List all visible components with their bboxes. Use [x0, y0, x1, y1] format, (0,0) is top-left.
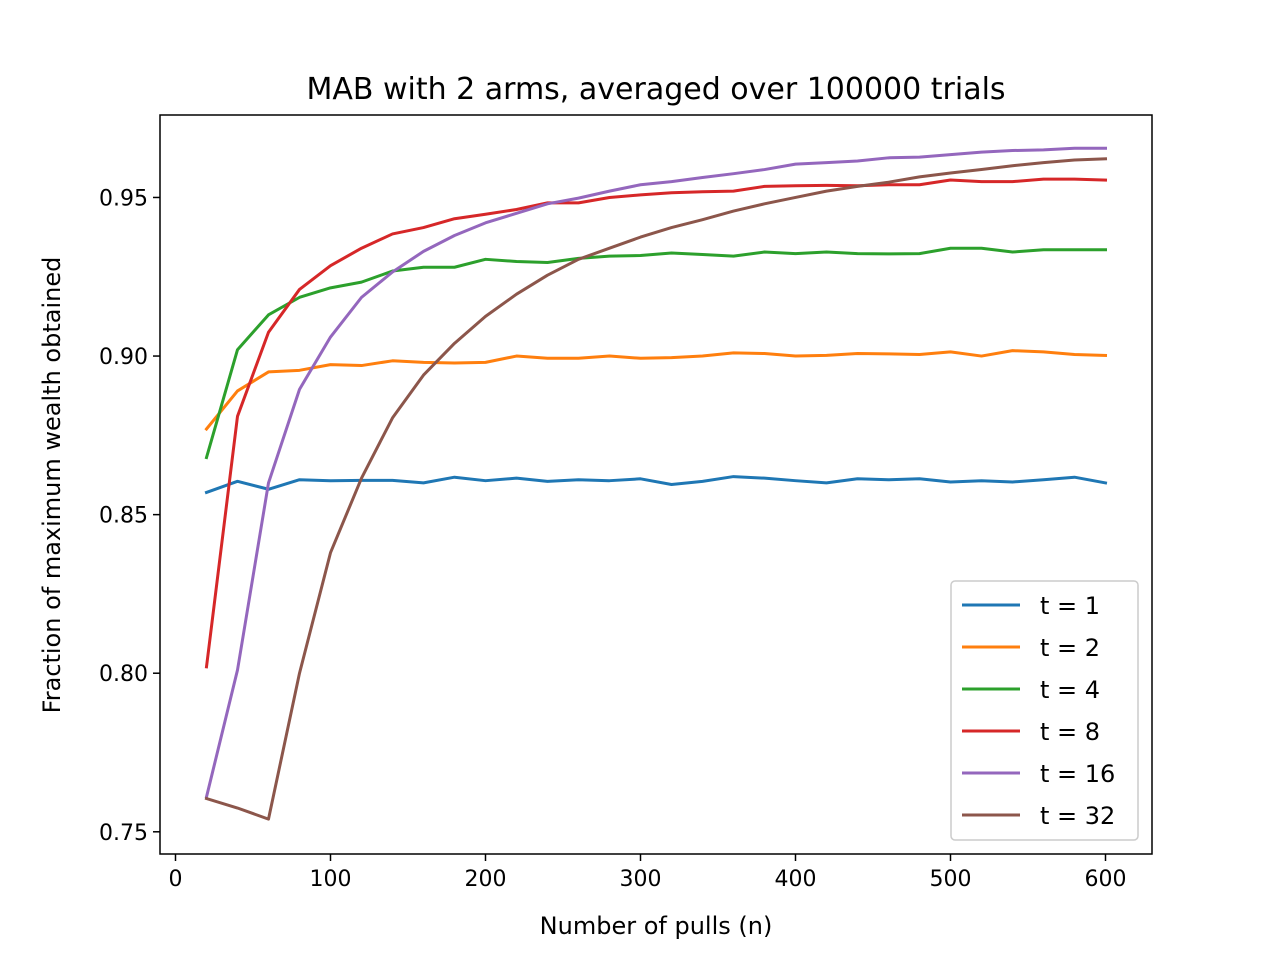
legend: t = 1 t = 2 t = 4 t = 8 t = 16 t = 32: [950, 580, 1139, 841]
series-line-1: [204, 475, 1108, 495]
x-tick-label: 600: [1085, 867, 1127, 892]
x-tick-label: 0: [169, 867, 183, 892]
x-axis-label: Number of pulls (n): [540, 912, 773, 940]
legend-label: t = 8: [1040, 718, 1100, 746]
y-tick-label: 0.85: [99, 504, 148, 529]
legend-label: t = 32: [1040, 802, 1115, 830]
series-layer: [204, 146, 1108, 821]
legend-label: t = 4: [1040, 676, 1100, 704]
chart-title: MAB with 2 arms, averaged over 100000 tr…: [306, 72, 1005, 107]
y-tick-label: 0.95: [99, 186, 148, 211]
legend-label: t = 1: [1040, 592, 1100, 620]
x-tick-label: 100: [310, 867, 352, 892]
y-tick-label: 0.90: [99, 345, 148, 370]
y-axis-label: Fraction of maximum wealth obtained: [38, 257, 66, 714]
series-line-4: [204, 177, 1108, 669]
series-line-2: [204, 349, 1108, 432]
x-axis: 0 100 200 300 400 500 600: [169, 854, 1127, 892]
legend-label: t = 2: [1040, 634, 1100, 662]
plot-frame: [159, 114, 1153, 855]
series-line-5: [204, 146, 1107, 799]
x-tick-label: 300: [620, 867, 662, 892]
series-line-3: [204, 246, 1107, 460]
series-line-6: [204, 157, 1108, 821]
legend-label: t = 16: [1040, 760, 1115, 788]
x-tick-label: 400: [775, 867, 817, 892]
x-tick-label: 500: [930, 867, 972, 892]
y-tick-label: 0.75: [99, 821, 148, 846]
x-tick-label: 200: [465, 867, 507, 892]
y-tick-label: 0.80: [99, 662, 148, 687]
y-axis: 0.75 0.80 0.85 0.90 0.95: [99, 186, 160, 846]
plot-area: [159, 114, 1153, 855]
